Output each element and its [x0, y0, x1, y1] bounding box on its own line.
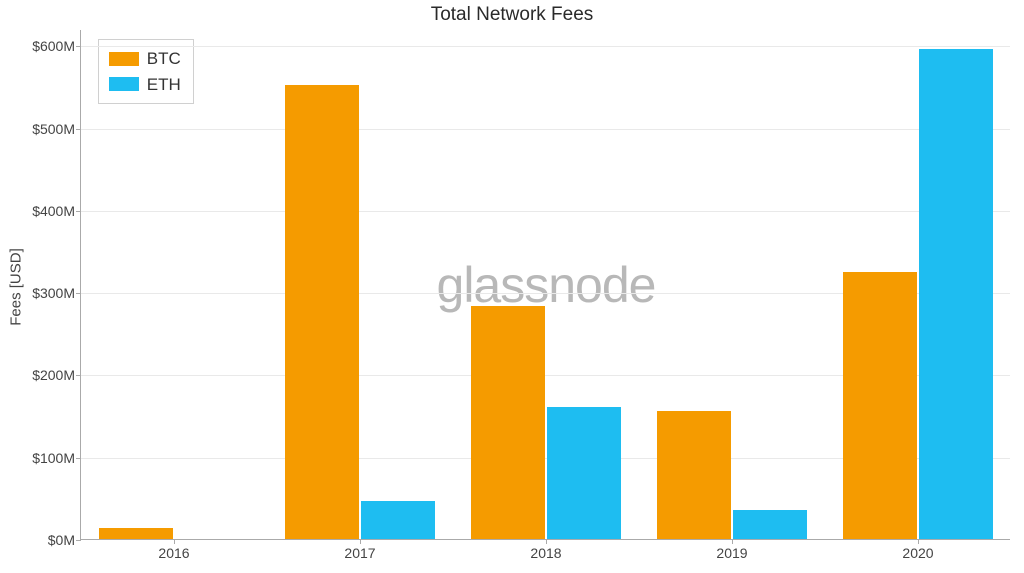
bar-btc-2017	[285, 85, 359, 539]
bar-btc-2018	[471, 306, 545, 539]
plot-area: glassnode BTCETH $0M$100M$200M$300M$400M…	[80, 30, 1010, 540]
xtick-label: 2020	[902, 539, 933, 561]
xtick-label: 2017	[344, 539, 375, 561]
fees-bar-chart: Total Network Fees Fees [USD] glassnode …	[0, 0, 1024, 573]
ytick-label: $600M	[32, 38, 81, 54]
watermark-text: glassnode	[437, 256, 656, 314]
legend-label: BTC	[147, 46, 181, 72]
xtick-label: 2018	[530, 539, 561, 561]
bar-eth-2019	[733, 510, 807, 539]
gridline	[81, 46, 1010, 47]
bar-eth-2020	[919, 49, 993, 539]
ytick-label: $0M	[48, 532, 81, 548]
ytick-label: $200M	[32, 367, 81, 383]
legend-item-btc: BTC	[109, 46, 181, 72]
bar-eth-2017	[361, 501, 435, 539]
xtick-label: 2019	[716, 539, 747, 561]
gridline	[81, 129, 1010, 130]
bar-eth-2018	[547, 407, 621, 539]
bar-btc-2016	[99, 528, 173, 539]
gridline	[81, 211, 1010, 212]
chart-title: Total Network Fees	[0, 4, 1024, 26]
ytick-label: $400M	[32, 203, 81, 219]
ytick-label: $300M	[32, 285, 81, 301]
bar-btc-2019	[657, 411, 731, 539]
legend-label: ETH	[147, 72, 181, 98]
y-axis-label: Fees [USD]	[8, 248, 25, 326]
ytick-label: $500M	[32, 121, 81, 137]
legend-swatch	[109, 77, 139, 91]
legend-item-eth: ETH	[109, 72, 181, 98]
xtick-label: 2016	[158, 539, 189, 561]
chart-legend: BTCETH	[98, 39, 194, 104]
ytick-label: $100M	[32, 450, 81, 466]
bar-btc-2020	[843, 272, 917, 539]
legend-swatch	[109, 52, 139, 66]
